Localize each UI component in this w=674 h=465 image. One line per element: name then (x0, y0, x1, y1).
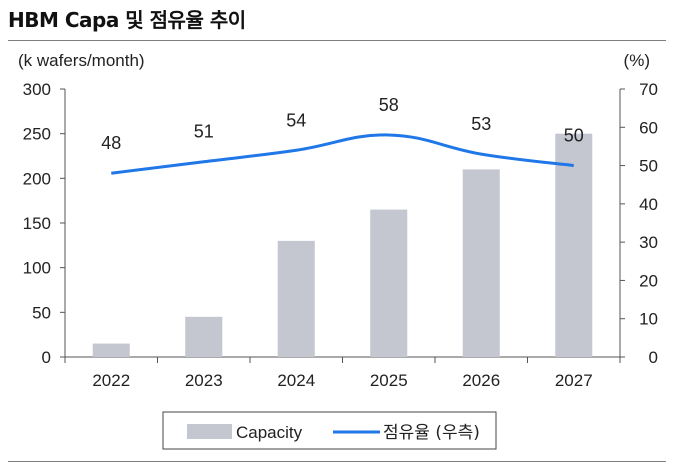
x-tick-label: 2027 (555, 371, 593, 390)
y-left-unit-label: (k wafers/month) (18, 51, 145, 70)
bottom-divider (8, 461, 666, 462)
top-divider (8, 40, 666, 41)
share-data-label: 50 (564, 126, 584, 146)
y-left-tick-label: 300 (23, 80, 51, 99)
y-right-tick-label: 60 (639, 118, 658, 137)
share-data-label: 51 (194, 122, 214, 142)
share-data-label: 53 (471, 114, 491, 134)
y-left-tick-label: 150 (23, 214, 51, 233)
legend-label-share: 점유율 (우측) (383, 423, 480, 443)
x-tick-label: 2022 (92, 371, 130, 390)
legend-label-capacity: Capacity (236, 423, 303, 442)
y-right-tick-label: 20 (639, 271, 658, 290)
y-right-tick-label: 40 (639, 195, 658, 214)
line-share (111, 133, 574, 175)
bar-capacity (370, 209, 408, 357)
y-right-unit-label: (%) (624, 51, 650, 70)
y-left-tick-label: 100 (23, 259, 51, 278)
y-left-tick-label: 50 (32, 303, 51, 322)
bar-capacity (555, 133, 593, 357)
bar-capacity (277, 240, 315, 357)
share-data-label: 54 (286, 110, 306, 130)
x-tick-label: 2023 (185, 371, 223, 390)
y-left-tick-label: 0 (42, 348, 51, 367)
bar-capacity (462, 169, 500, 357)
x-tick-label: 2026 (462, 371, 500, 390)
chart-title: HBM Capa 및 점유율 추이 (8, 8, 246, 32)
x-tick-label: 2025 (370, 371, 408, 390)
legend-swatch-capacity (187, 424, 232, 439)
y-right-tick-label: 70 (639, 80, 658, 99)
share-data-label: 48 (101, 133, 121, 153)
y-left-tick-label: 200 (23, 169, 51, 188)
y-right-tick-label: 10 (639, 310, 658, 329)
y-right-tick-label: 30 (639, 233, 658, 252)
bar-capacity (92, 343, 130, 357)
y-left-tick-label: 250 (23, 125, 51, 144)
share-data-label: 58 (379, 95, 399, 115)
bar-capacity (185, 316, 223, 357)
y-right-tick-label: 50 (639, 157, 658, 176)
y-right-tick-label: 0 (649, 348, 658, 367)
x-tick-label: 2024 (277, 371, 315, 390)
